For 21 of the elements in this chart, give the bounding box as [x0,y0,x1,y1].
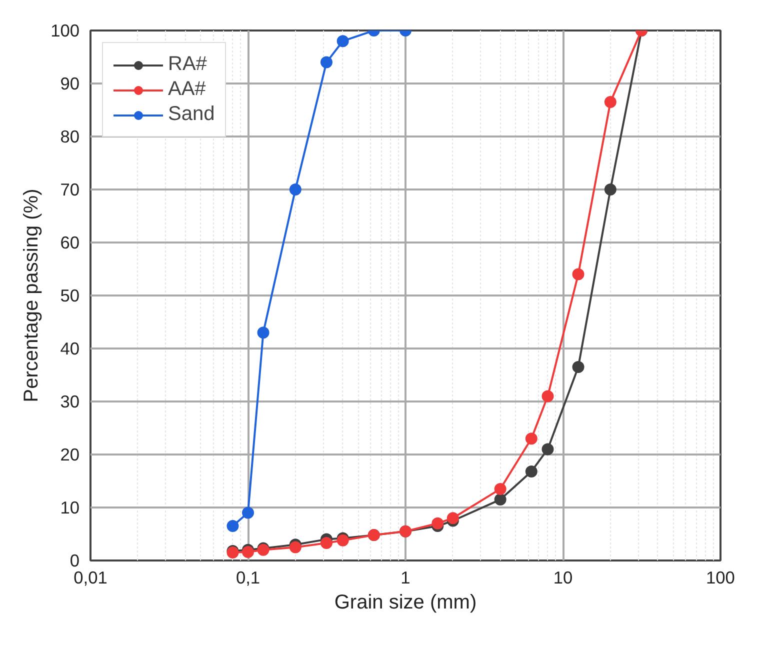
legend-label: AA# [168,78,206,101]
legend-label: Sand [168,103,215,126]
y-tick-label: 10 [60,498,80,518]
y-tick-label: 40 [60,338,80,358]
x-tick-label: 1 [400,568,410,588]
y-tick-label: 90 [60,74,80,94]
x-tick-label: 100 [706,568,735,588]
x-tick-label: 10 [553,568,573,588]
x-axis-title: Grain size (mm) [334,592,477,614]
x-tick-label: 0,01 [74,568,108,588]
y-tick-label: 100 [50,20,80,40]
y-axis-title: Percentage passing (%) [20,188,43,402]
y-tick-label: 20 [60,444,80,464]
y-tick-label: 0 [70,550,80,570]
y-tick-label: 80 [60,126,80,146]
y-tick-label: 60 [60,232,80,252]
legend-label: RA# [168,53,207,76]
y-tick-label: 30 [60,392,80,412]
x-tick-label: 0,1 [236,568,260,588]
y-tick-label: 50 [60,286,80,306]
y-tick-label: 70 [60,180,80,200]
